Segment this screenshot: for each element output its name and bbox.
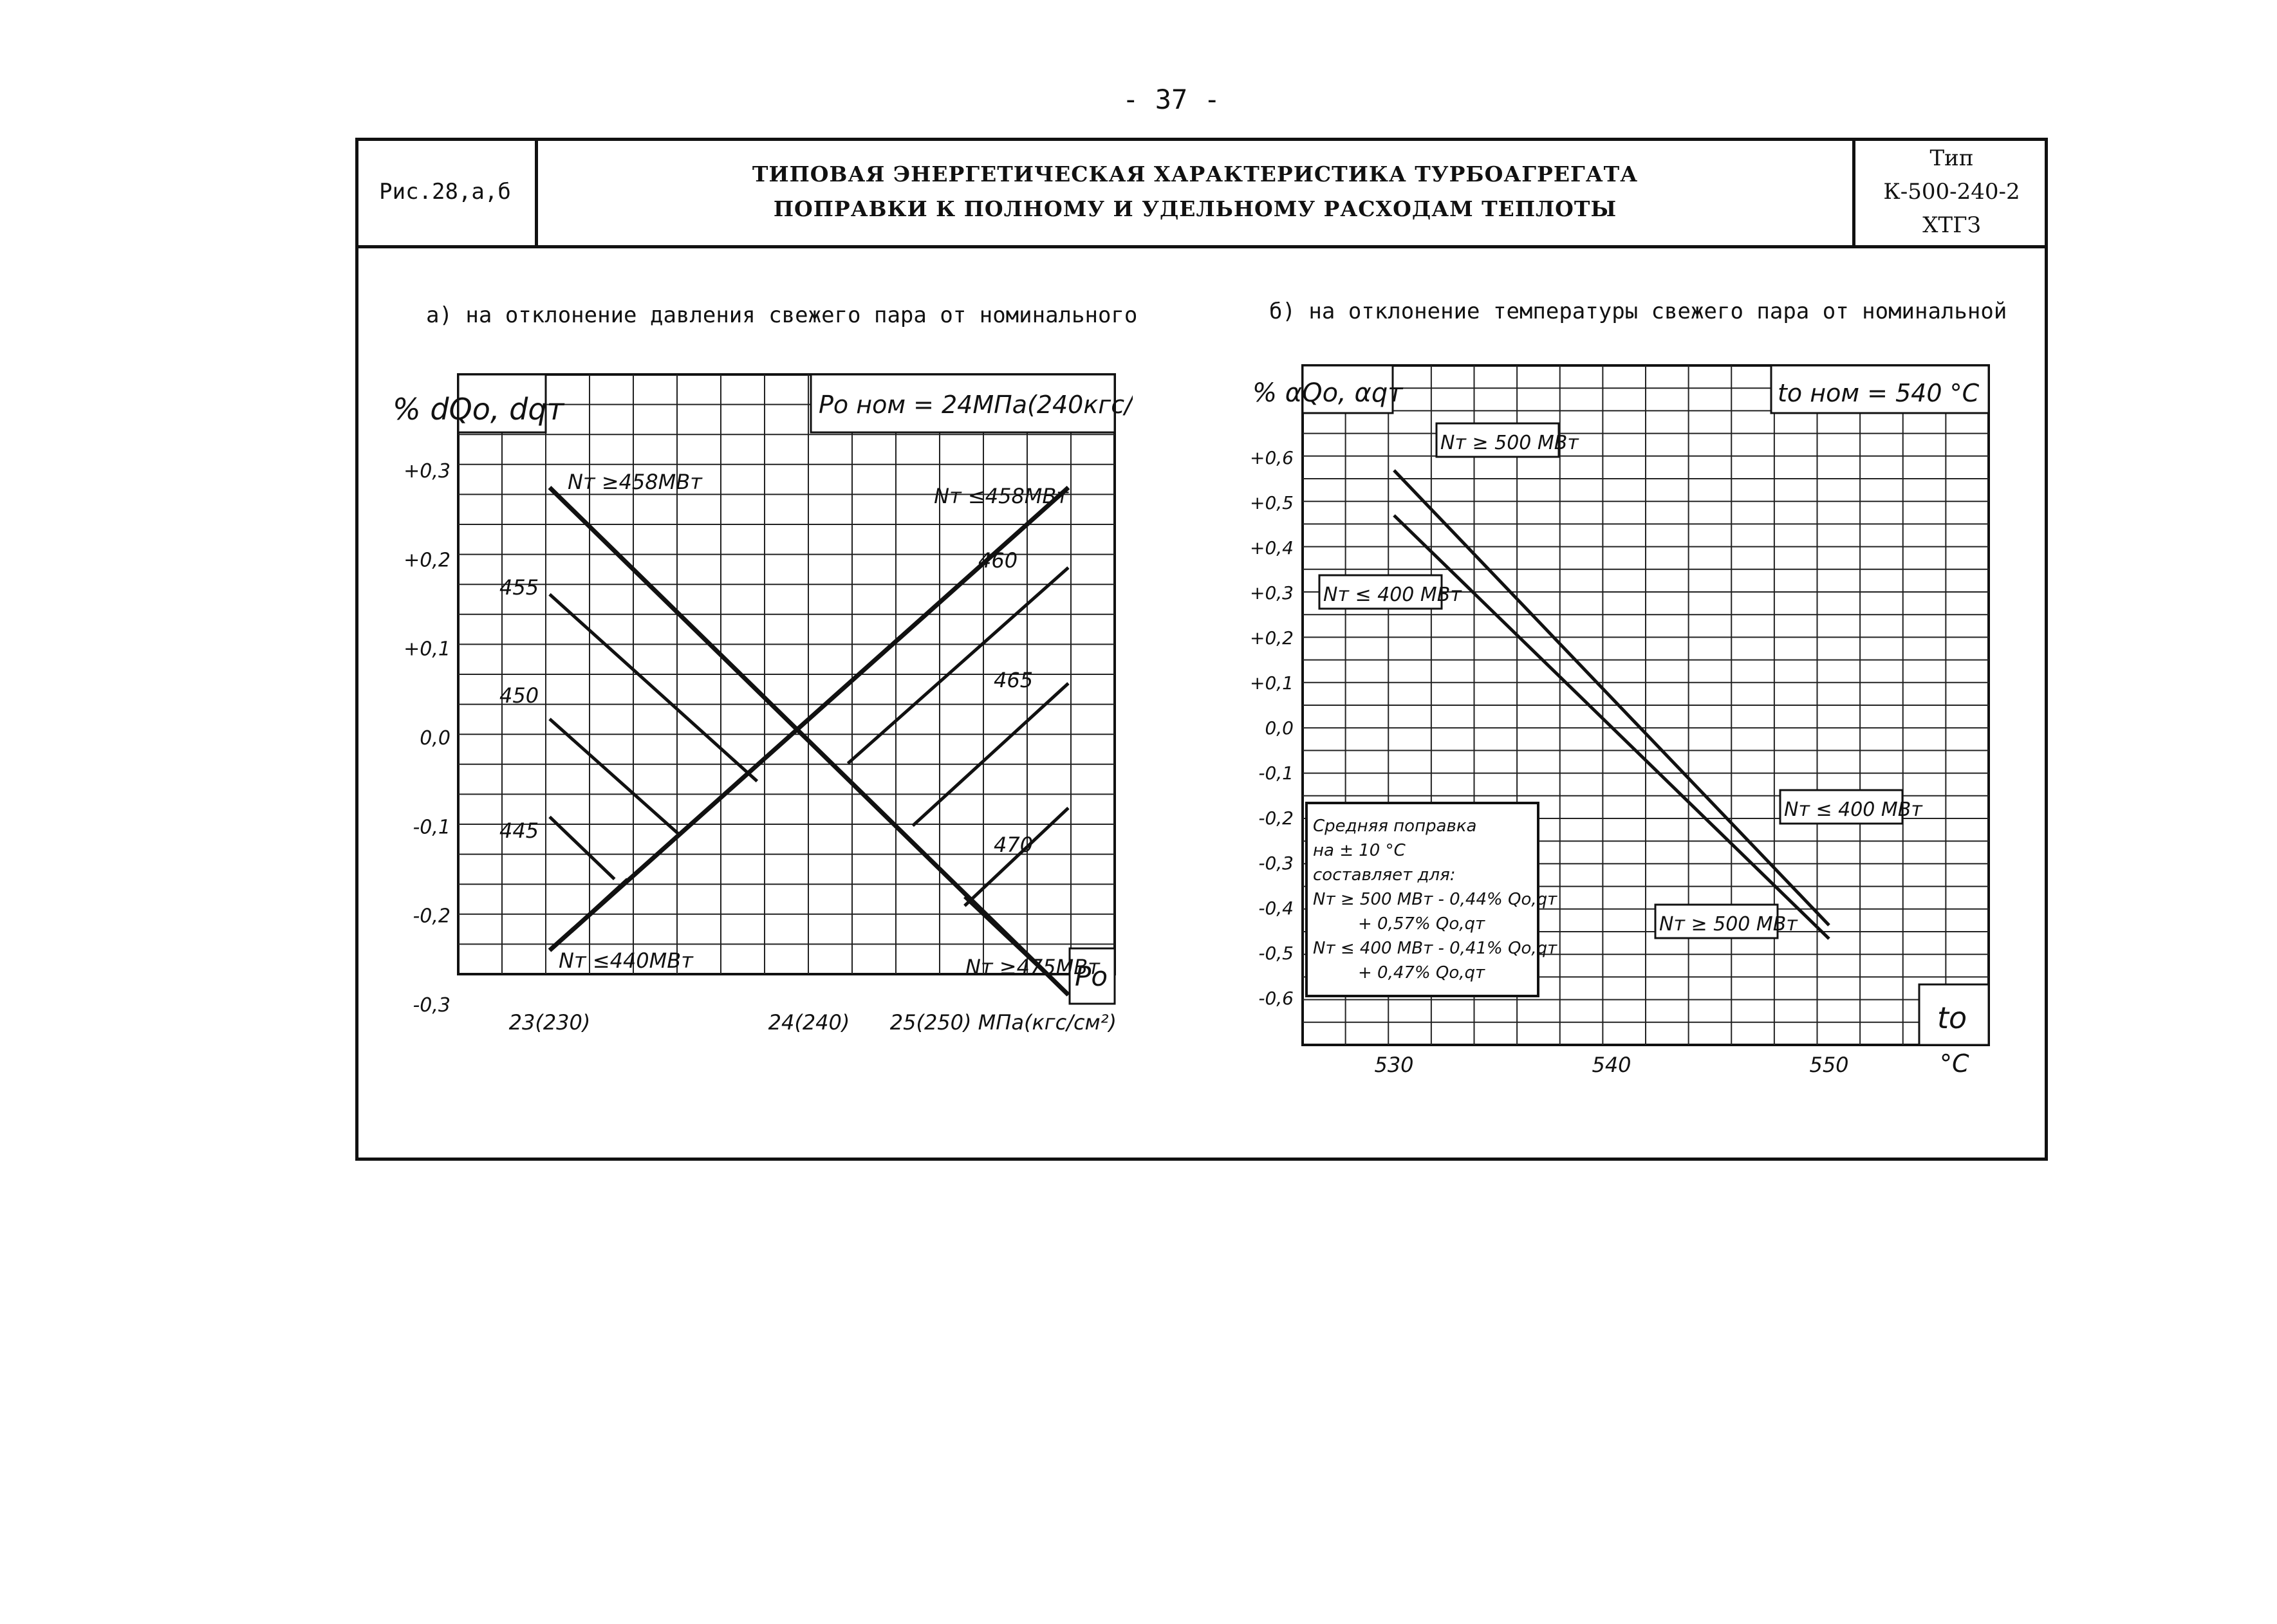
- annotation-line-6: + 0,47% Qo,qт: [1358, 963, 1485, 983]
- type-model: К-500-240-2: [1883, 178, 2020, 205]
- x-tick-label: 23(230): [509, 1010, 591, 1035]
- title-line-1: ТИПОВАЯ ЭНЕРГЕТИЧЕСКАЯ ХАРАКТЕРИСТИКА ТУ…: [752, 161, 1639, 187]
- ylabel-box: [457, 373, 547, 434]
- y-tick-label: +0,5: [1250, 492, 1294, 513]
- caption-a: а) на отклонение давления свежего пара о…: [426, 302, 1138, 328]
- series-line-450-3: [548, 717, 681, 836]
- series-label-0: Nт ≥458МВт: [568, 470, 703, 494]
- turbine-type-cell: Тип К-500-240-2 ХТГЗ: [1852, 138, 2048, 245]
- series-line-455-2: [548, 593, 759, 783]
- nominal-label: tо ном = 540 °C: [1778, 379, 1980, 407]
- xlabel-box: [1918, 983, 1990, 1046]
- ylabel: % dQo, dqт: [393, 392, 565, 427]
- type-label: Тип: [1929, 145, 1974, 171]
- x-tick-label: 25(250) МПа(кгс/см²): [890, 1010, 1117, 1035]
- series-label-box: [1435, 422, 1560, 458]
- x-tick-label: 550: [1809, 1053, 1848, 1077]
- pressure-correction-chart: % dQo, dqт Pо ном = 24МПа(240кгс/см²) Pо +0…: [393, 373, 1133, 1035]
- nominal-box: [810, 373, 1116, 434]
- ylabel-box: [1301, 364, 1394, 414]
- nominal-box: [1770, 364, 1990, 414]
- series-label-6: 465: [994, 668, 1033, 692]
- nominal-label: Pо ном = 24МПа(240кгс/см²): [819, 391, 1133, 419]
- series-line-460-5: [846, 566, 1070, 765]
- y-tick-label: -0,3: [1258, 853, 1294, 874]
- y-tick-label: 0,0: [420, 727, 451, 750]
- annotation-line-2: составляет для:: [1313, 865, 1456, 885]
- page-number: - 37 -: [1122, 84, 1220, 115]
- series-label-3: 450: [499, 683, 539, 708]
- series-label-0-0: Nт ≥ 500 МВт: [1440, 432, 1579, 454]
- y-tick-label: -0,1: [413, 816, 451, 838]
- figure-reference: Рис.28,а,б: [355, 138, 538, 245]
- y-tick-label: +0,2: [404, 549, 451, 571]
- series-label-2: 455: [499, 575, 539, 600]
- x-tick-label: 540: [1592, 1053, 1631, 1077]
- series-line-n-458-1: [548, 486, 1070, 952]
- y-tick-label: -0,2: [413, 905, 451, 928]
- y-tick-label: -0,6: [1258, 988, 1294, 1009]
- annotation-box: [1305, 802, 1539, 997]
- series-label-box: [1318, 574, 1443, 610]
- y-tick-label: -0,3: [413, 994, 451, 1017]
- annotation-line-4: + 0,57% Qo,qт: [1358, 914, 1485, 934]
- series-line-465-6: [911, 682, 1070, 827]
- title-line-2: ПОПРАВКИ К ПОЛНОМУ И УДЕЛЬНОМУ РАСХОДАМ …: [773, 196, 1617, 221]
- y-tick-label: +0,3: [1250, 582, 1294, 604]
- series-line-n-440-8: [548, 878, 629, 952]
- series-line-470-7: [963, 806, 1070, 907]
- xunit: °C: [1940, 1049, 1969, 1078]
- xlabel-box: [1068, 947, 1116, 1005]
- series-label-box: [1779, 789, 1904, 825]
- series-line-n-500-0: [1393, 469, 1830, 927]
- series-label-1-0: Nт ≤ 400 МВт: [1323, 584, 1462, 606]
- annotation-line-1: на ± 10 °C: [1313, 841, 1406, 860]
- x-tick-label: 24(240): [768, 1010, 850, 1035]
- series-label-8: Nт ≤440МВт: [559, 948, 694, 973]
- y-tick-label: +0,4: [1250, 537, 1294, 558]
- x-tick-label: 530: [1374, 1053, 1413, 1077]
- series-line-n-475-9: [963, 896, 1070, 996]
- caption-b: б) на отклонение температуры свежего пар…: [1269, 299, 2007, 324]
- series-label-5: 460: [978, 548, 1018, 573]
- series-line-n-400-1: [1393, 514, 1830, 940]
- series-label-1: Nт ≤458МВт: [934, 484, 1069, 508]
- figure-frame: [355, 138, 2048, 1161]
- y-tick-label: -0,1: [1258, 762, 1294, 784]
- series-line-445-4: [548, 815, 616, 881]
- series-line-n-458-0: [548, 486, 1070, 997]
- series-label-9: Nт ≥475МВт: [965, 955, 1101, 979]
- series-label-0-1: Nт ≥ 500 МВт: [1659, 913, 1798, 936]
- y-tick-label: +0,1: [1250, 672, 1294, 694]
- series-label-4: 445: [499, 818, 539, 843]
- y-tick-label: -0,2: [1258, 807, 1294, 829]
- y-tick-label: -0,4: [1258, 898, 1294, 919]
- annotation-line-5: Nт ≤ 400 МВт - 0,41% Qo,qт: [1313, 939, 1557, 958]
- annotation-line-0: Средняя поправка: [1313, 817, 1476, 836]
- xlabel: Pо: [1075, 961, 1108, 992]
- y-tick-label: -0,5: [1258, 943, 1294, 964]
- annotation-line-3: Nт ≥ 500 МВт - 0,44% Qo,qт: [1313, 890, 1557, 909]
- y-tick-label: +0,6: [1250, 447, 1294, 468]
- temperature-correction-chart: % αQo, αqт tо ном = 540 °C tо °C +0,6 +0,5 +0,…: [1250, 364, 1990, 1078]
- y-tick-label: +0,2: [1250, 627, 1294, 649]
- document-title: ТИПОВАЯ ЭНЕРГЕТИЧЕСКАЯ ХАРАКТЕРИСТИКА ТУ…: [538, 138, 1852, 245]
- y-tick-label: 0,0: [1265, 717, 1294, 739]
- title-block: Рис.28,а,б ТИПОВАЯ ЭНЕРГЕТИЧЕСКАЯ ХАРАКТ…: [355, 138, 2048, 248]
- series-label-1-1: Nт ≤ 400 МВт: [1784, 798, 1923, 821]
- y-tick-label: +0,1: [404, 638, 451, 661]
- type-maker: ХТГЗ: [1922, 212, 1981, 238]
- y-tick-label: +0,3: [404, 460, 451, 483]
- xlabel: tо: [1937, 1001, 1967, 1035]
- series-label-7: 470: [994, 833, 1033, 857]
- ylabel: % αQo, αqт: [1252, 378, 1404, 408]
- series-label-box: [1654, 903, 1779, 939]
